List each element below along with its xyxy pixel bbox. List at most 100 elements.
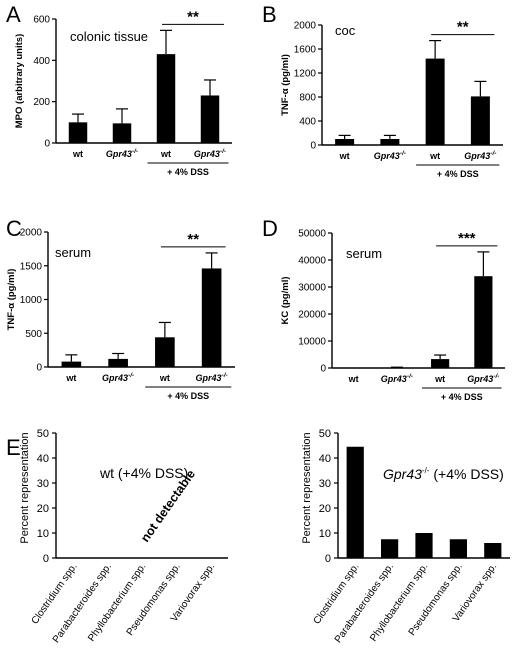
x-tick-label: wt [339, 151, 350, 161]
category-name: wt [160, 149, 171, 159]
x-tick-label: Gpr43-/- [106, 148, 138, 159]
category-name: Gpr43 [464, 151, 490, 161]
significance-marker: *** [458, 230, 476, 247]
significance-marker: ** [457, 19, 469, 36]
y-tick-label: 30000 [298, 283, 326, 294]
panel-title: serum [55, 245, 91, 260]
bar [108, 358, 128, 367]
panel-letter: E [6, 435, 21, 460]
panel-title: wt (+4% DSS) [99, 465, 188, 481]
panel-a: 0 200 400 600 MPO (arbitrary units) colonic t… [14, 8, 232, 177]
y-axis-label: Percent representation [301, 432, 313, 543]
x-tick-label: Parabacteroides spp. [333, 561, 396, 645]
bar [470, 96, 490, 145]
x-tick-label: Gpr43-/- [467, 373, 499, 384]
y-axis-label: Percent representation [19, 432, 31, 543]
y-tick-label: 0 [320, 364, 326, 375]
category-superscript: -/- [400, 150, 406, 157]
bar [68, 122, 88, 143]
bar [156, 54, 176, 144]
category-name: Gpr43 [467, 374, 493, 384]
y-tick-label: 50 [37, 428, 49, 440]
significance-marker: ** [187, 231, 199, 248]
category-name: Gpr43 [196, 373, 222, 383]
bar [201, 268, 222, 367]
y-tick-label: 1600 [294, 45, 317, 56]
bar [415, 533, 433, 558]
bar [431, 359, 450, 368]
y-tick-label: 0 [325, 553, 331, 565]
y-axis-label: TNF-α (pg/ml) [280, 54, 291, 116]
category-superscript: -/- [407, 373, 413, 380]
title-suffix: (+4% DSS) [429, 466, 503, 482]
y-tick-label: 600 [33, 15, 50, 26]
y-tick-label: 20 [37, 503, 49, 515]
bar [61, 361, 82, 367]
panel-title: Gpr43-/- (+4% DSS) [383, 466, 504, 482]
x-tick-label: wt [160, 149, 171, 159]
panel-letter: A [6, 2, 21, 27]
y-tick-label: 50000 [298, 229, 326, 240]
panel-b: 0 400 800 1200 1600 2000 TNF-α (pg/ml) coc wt Gpr… [280, 19, 503, 179]
category-superscript: -/- [128, 372, 134, 379]
x-tick-label: wt [72, 149, 83, 159]
x-tick-label: wt [429, 151, 440, 161]
y-axis-label: MPO (arbitrary units) [14, 34, 25, 129]
bar [425, 58, 445, 145]
category-name: wt [348, 374, 359, 384]
category-name: wt [72, 149, 83, 159]
category-name: wt [429, 151, 440, 161]
y-tick-label: 20000 [298, 310, 326, 321]
y-tick-label: 800 [299, 93, 316, 104]
x-tick-label: Gpr43-/- [381, 373, 413, 384]
bar [484, 543, 502, 558]
bar [449, 539, 467, 558]
y-tick-label: 40 [37, 453, 49, 465]
bar [381, 539, 399, 558]
y-tick-label: 10 [37, 528, 49, 540]
y-tick-label: 0 [43, 553, 49, 565]
y-tick-label: 20 [319, 503, 331, 515]
y-tick-label: 500 [25, 329, 42, 340]
x-tick-label: Parabacteroides spp. [51, 561, 114, 645]
y-tick-label: 0 [44, 139, 50, 150]
y-tick-label: 1200 [294, 69, 317, 80]
group-label: + 4% DSS [167, 167, 209, 177]
x-tick-label: wt [159, 373, 170, 383]
x-tick-label: Gpr43-/- [102, 372, 134, 383]
bar [112, 123, 132, 143]
y-tick-label: 30 [37, 478, 49, 490]
y-tick-label: 200 [33, 97, 50, 108]
panel-title: coc [335, 23, 356, 38]
panel-title: colonic tissue [70, 29, 148, 44]
bar [200, 95, 220, 143]
y-tick-label: 10000 [298, 337, 326, 348]
panel-letter: B [262, 2, 277, 27]
y-tick-label: 10 [319, 528, 331, 540]
category-name: wt [65, 373, 76, 383]
title-superscript: -/- [422, 466, 430, 475]
category-name: Gpr43 [102, 373, 128, 383]
bar [155, 337, 175, 367]
group-label: + 4% DSS [437, 169, 479, 179]
y-tick-label: 0 [310, 141, 316, 152]
x-tick-label: wt [434, 374, 445, 384]
category-name: wt [339, 151, 350, 161]
panel-title: serum [346, 246, 382, 261]
group-label: + 4% DSS [441, 392, 483, 402]
y-tick-label: 400 [33, 56, 50, 67]
y-tick-label: 40000 [298, 256, 326, 267]
y-tick-label: 400 [299, 117, 316, 128]
category-name: Gpr43 [374, 151, 400, 161]
title-gene: Gpr43 [383, 466, 422, 482]
category-name: wt [434, 374, 445, 384]
x-tick-label: Gpr43-/- [464, 150, 496, 161]
x-tick-label: Gpr43-/- [196, 372, 228, 383]
category-name: wt [159, 373, 170, 383]
panel-letter: C [6, 216, 22, 241]
category-superscript: -/- [220, 148, 226, 155]
bar [346, 446, 364, 558]
category-superscript: -/- [490, 150, 496, 157]
y-tick-label: 1000 [20, 295, 43, 306]
